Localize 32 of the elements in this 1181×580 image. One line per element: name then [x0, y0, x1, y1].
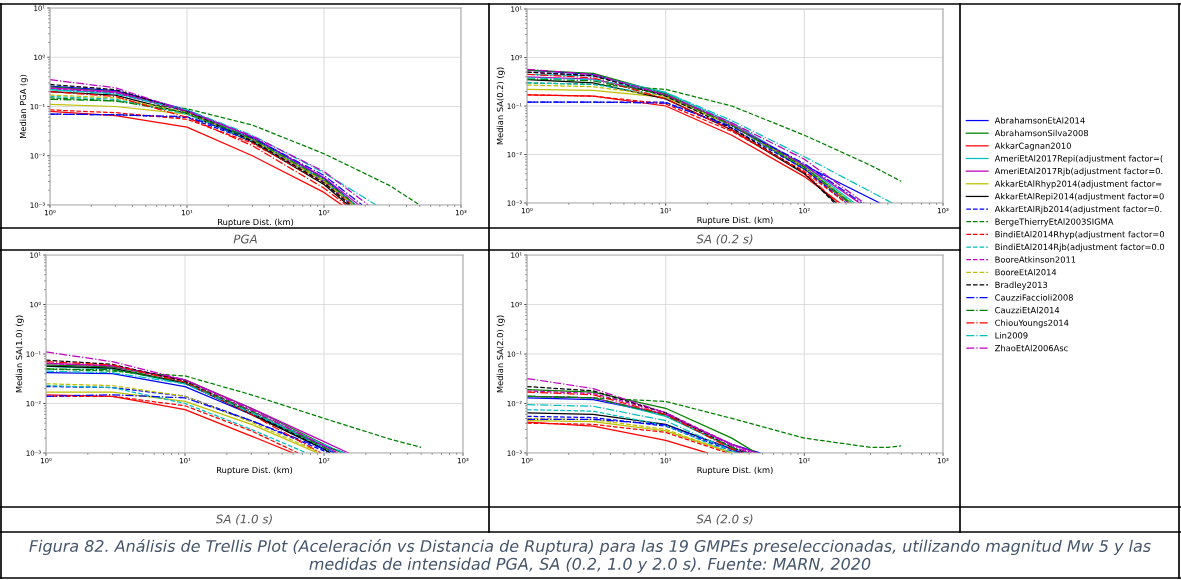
- legend-label: BooreAtkinson2011: [995, 256, 1076, 263]
- y-axis-title: Median SA(2.0) (g): [496, 315, 505, 393]
- x-axis-title: Rupture Dist. (km): [218, 218, 294, 227]
- text: PGA: [233, 234, 257, 244]
- legend-label: AkkarCagnan2010: [994, 142, 1071, 151]
- text: SA (2.0 s): [696, 514, 753, 525]
- x-axis-title: Rupture Dist. (km): [697, 216, 773, 225]
- y-axis-title: Median PGA (g): [19, 74, 28, 138]
- legend-label: BindiEtAl2014Rjb(adjustment factor=0.0: [995, 243, 1165, 252]
- legend-label: AmeriEtAl2017Rjb(adjustment factor=0.: [994, 167, 1163, 176]
- legend-label: CauzziEtAl2014: [995, 306, 1060, 314]
- legend-label: Lin2009: [995, 332, 1028, 339]
- legend-label: BooreEtAl2014: [995, 268, 1057, 276]
- legend-label: BindiEtAl2014Rhyp(adjustment factor=0: [995, 230, 1165, 240]
- x-axis-title: Rupture Dist. (km): [217, 466, 293, 475]
- legend-label: ZhaoEtAl2006Asc: [995, 344, 1068, 352]
- y-axis-title: Median SA(1.0) (g): [15, 315, 24, 393]
- text: SA (0.2 s): [696, 234, 753, 245]
- legend-label: AkkarEtAlRjb2014(adjustment factor=0.: [994, 205, 1162, 214]
- y-axis-title: Median SA(0.2) (g): [496, 67, 505, 145]
- x-axis-title: Rupture Dist. (km): [697, 466, 773, 475]
- text: SA (1.0 s): [215, 514, 272, 525]
- text: Figura 82. Análisis de Trellis Plot (Aceleración vs Distancia de Ruptura) para las 19 GMPEs preseleccionadas, utilizando magnitud Mw 5 y las medidas de intensidad PGA, SA (0.2, 1.0 y 2.0 s). Fuente: MARN, 2020: [29, 539, 1151, 573]
- legend-label: AkkarEtAlRhyp2014(adjustment factor=: [994, 180, 1162, 189]
- legend-label: BergeThierryEtAl2003SIGMA: [995, 218, 1114, 227]
- legend-label: AbrahamsonEtAl2014: [994, 117, 1085, 124]
- legend-label: Bradley2013: [995, 281, 1048, 290]
- legend-label: CauzziFaccioli2008: [995, 294, 1073, 301]
- legend-label: AkkarEtAlRepi2014(adjustment factor=0: [994, 193, 1164, 202]
- legend-label: AbrahamsonSilva2008: [994, 129, 1089, 137]
- legend-label: ChiouYoungs2014: [995, 319, 1069, 328]
- legend-label: AmeriEtAl2017Repi(adjustment factor=(: [994, 155, 1163, 164]
